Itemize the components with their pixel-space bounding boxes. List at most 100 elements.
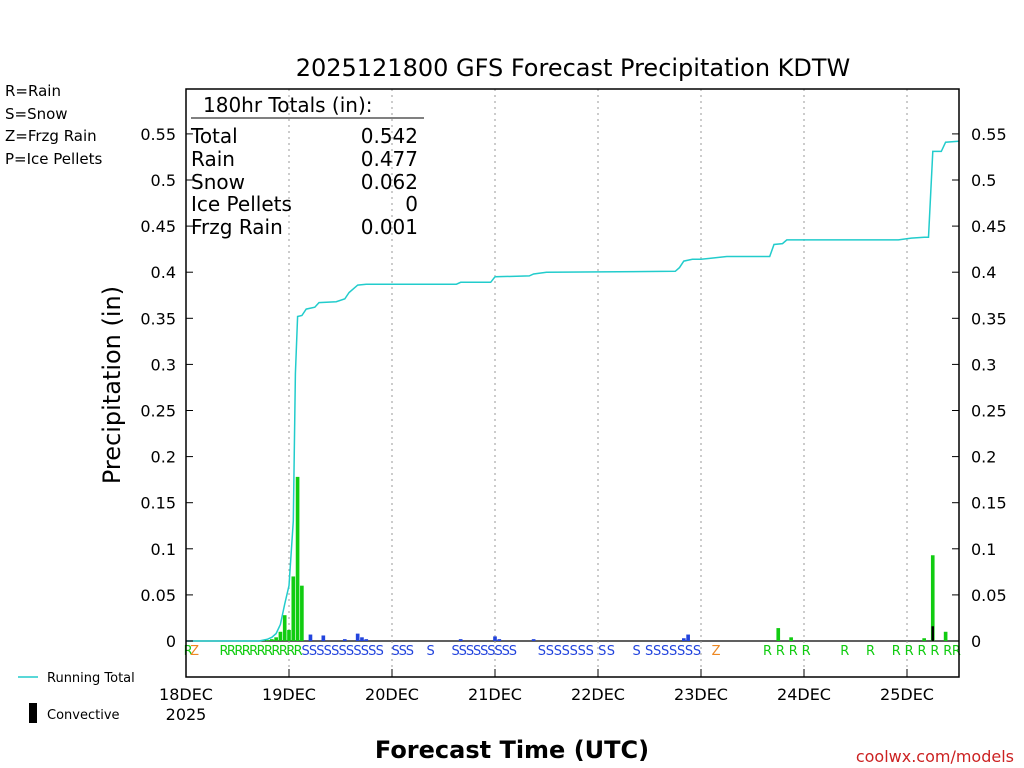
- precip-bar-rain: [270, 639, 274, 641]
- precip-type-legend: R=Rain S=Snow Z=Frzg Rain P=Ice Pellets: [5, 82, 102, 168]
- convective-bar: [931, 626, 934, 641]
- y-tick-label: 0.4: [151, 263, 176, 282]
- precip-type-marker: S: [368, 644, 376, 659]
- running-total-line: [186, 140, 959, 642]
- y-tick-label: 0.5: [971, 171, 996, 190]
- precip-type-marker: S: [598, 644, 606, 659]
- precip-type-marker: R: [271, 644, 280, 659]
- precip-type-marker: S: [466, 644, 474, 659]
- precip-bar-snow: [364, 639, 369, 641]
- precip-type-marker: S: [661, 644, 669, 659]
- precip-bar-rain: [943, 631, 948, 641]
- precip-type-marker: R: [776, 644, 785, 659]
- precip-type-marker: Z: [712, 644, 721, 659]
- totals-box: 180hr Totals (in): Total 0.542 Rain 0.47…: [190, 93, 424, 239]
- precip-type-marker: R: [257, 644, 266, 659]
- x-tick-sublabel: 2025: [166, 705, 207, 724]
- convective-bars: [931, 626, 934, 641]
- precip-bar-rain: [274, 637, 278, 641]
- precip-type-marker: S: [554, 644, 562, 659]
- y-tick-label: 0.25: [140, 402, 176, 421]
- precip-bar-snow: [355, 633, 360, 641]
- x-tick-label: 24DEC: [777, 685, 831, 704]
- precip-type-marker: R: [789, 644, 798, 659]
- chart-title: 2025121800 GFS Forecast Precipitation KD…: [296, 54, 851, 82]
- y-tick-label: 0: [166, 632, 176, 651]
- y-tick-label: 0.1: [971, 540, 996, 559]
- y-axis-left: 0 0.05 0.1 0.15 0.2 0.25 0.3 0.35 0.4 0.45 0.5 0.55: [140, 125, 193, 651]
- precip-type-marker: S: [346, 644, 354, 659]
- precip-bar-rain: [265, 640, 270, 642]
- precip-type-marker: S: [324, 644, 332, 659]
- precip-type-marker: S: [586, 644, 594, 659]
- legend-convective: Convective: [47, 708, 120, 723]
- precip-type-marker: R: [220, 644, 229, 659]
- y-tick-label: 0.45: [971, 217, 1007, 236]
- y-tick-label: 0: [971, 632, 981, 651]
- precip-type-marker: R: [802, 644, 811, 659]
- y-tick-label: 0.55: [971, 125, 1007, 144]
- x-tick-label: 22DEC: [571, 685, 625, 704]
- precip-type-marker: R: [294, 644, 303, 659]
- y-tick-label: 0.05: [140, 586, 176, 605]
- precip-type-marker: Z: [190, 644, 199, 659]
- precip-type-marker: S: [578, 644, 586, 659]
- x-tick-label: 25DEC: [880, 685, 934, 704]
- precip-type-marker: S: [645, 644, 653, 659]
- convective-swatch: [29, 703, 37, 723]
- grid-lines: [186, 89, 959, 677]
- precip-type-marker: S: [632, 644, 640, 659]
- precip-type-marker: S: [391, 644, 399, 659]
- precip-type-marker: S: [669, 644, 677, 659]
- precip-type-marker: S: [361, 644, 369, 659]
- precip-type-marker: S: [538, 644, 546, 659]
- precip-type-marker: S: [570, 644, 578, 659]
- y-tick-label: 0.2: [151, 448, 176, 467]
- precip-type-marker: S: [331, 644, 339, 659]
- x-tick-label: 23DEC: [674, 685, 728, 704]
- legend-ice-pellets: P=Ice Pellets: [5, 150, 102, 168]
- precip-type-marker: S: [487, 644, 495, 659]
- precip-type-marker: S: [502, 644, 510, 659]
- precip-type-marker: S: [480, 644, 488, 659]
- precip-type-marker: S: [309, 644, 317, 659]
- x-tick-label: 19DEC: [262, 685, 316, 704]
- precip-type-marker: S: [685, 644, 693, 659]
- precip-bar-snow: [531, 639, 536, 641]
- y-tick-label: 0.15: [971, 494, 1007, 513]
- totals-value-rain: 0.477: [361, 147, 418, 171]
- precip-bar-snow: [308, 634, 313, 641]
- totals-label-rain: Rain: [191, 147, 235, 171]
- precip-type-marker: R: [279, 644, 288, 659]
- legend-frzg-rain: Z=Frzg Rain: [5, 127, 97, 145]
- series-legend: Running Total Convective: [18, 671, 135, 723]
- precip-type-marker: R: [905, 644, 914, 659]
- y-tick-label: 0.4: [971, 263, 996, 282]
- precip-type-marker: R: [264, 644, 273, 659]
- precip-type-marker: R: [866, 644, 875, 659]
- y-tick-label: 0.3: [151, 355, 176, 374]
- precip-bar-snow: [682, 638, 686, 641]
- precip-type-marker: R: [184, 644, 193, 659]
- x-tick-label: 20DEC: [365, 685, 419, 704]
- precip-type-marker: S: [509, 644, 517, 659]
- y-tick-label: 0.35: [140, 309, 176, 328]
- credit-text: coolwx.com/models: [856, 747, 1014, 766]
- precip-type-marker: S: [562, 644, 570, 659]
- precip-type-marker: R: [917, 644, 926, 659]
- precip-type-marker: S: [473, 644, 481, 659]
- precip-type-marker: S: [426, 644, 434, 659]
- legend-rain: R=Rain: [5, 82, 61, 100]
- totals-value-ice-pellets: 0: [405, 192, 418, 216]
- precip-type-marker: R: [952, 644, 961, 659]
- precip-type-marker: R: [930, 644, 939, 659]
- y-tick-label: 0.45: [140, 217, 176, 236]
- precip-type-marker: S: [399, 644, 407, 659]
- precip-bar-rain: [789, 637, 793, 641]
- precip-bar-rain: [278, 631, 283, 641]
- precip-type-marker: S: [406, 644, 414, 659]
- precip-bar-rain: [295, 476, 300, 641]
- totals-value-total: 0.542: [361, 124, 418, 148]
